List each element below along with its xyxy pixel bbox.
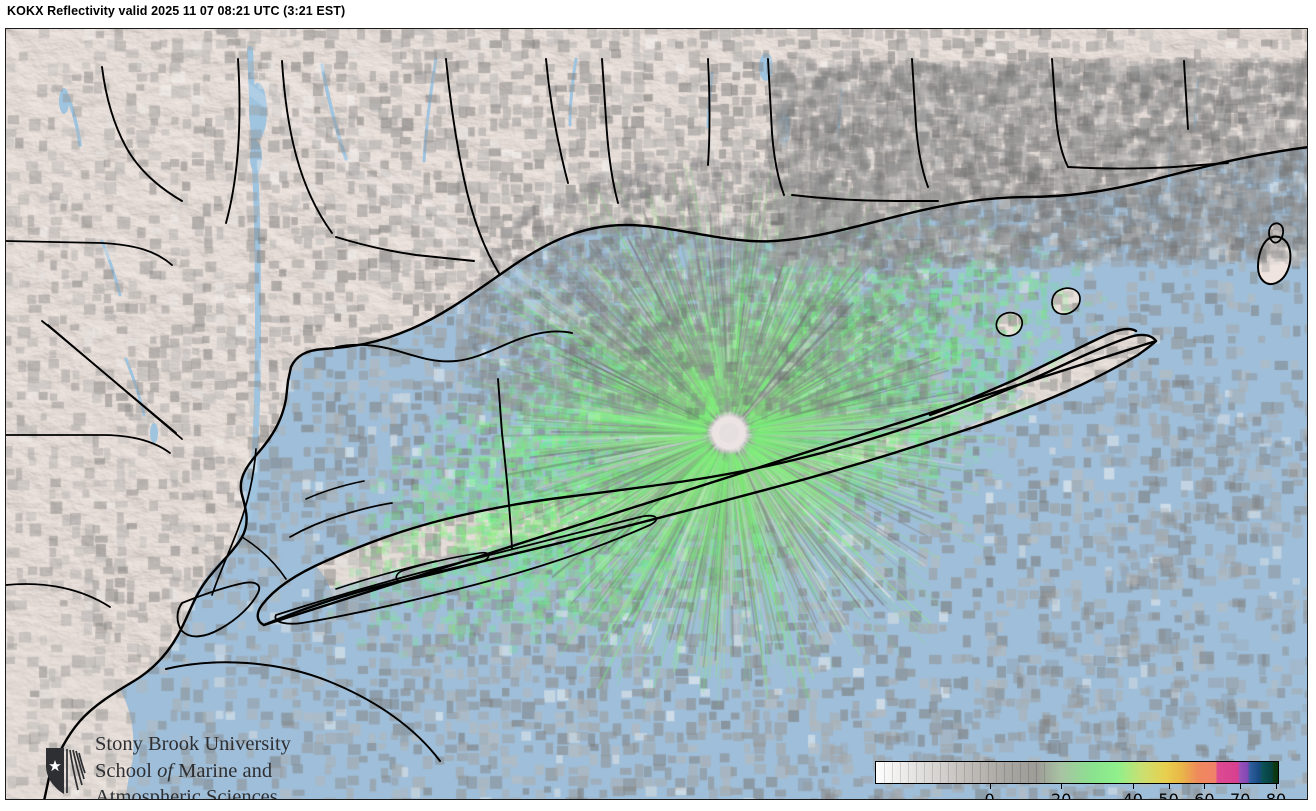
radar-echo-layer — [6, 29, 1307, 799]
boundaries-layer — [6, 29, 1307, 799]
colorbar-tick-label: 70 — [1230, 790, 1250, 799]
colorbar-tick — [1276, 784, 1277, 789]
reflectivity-colorbar: 0 20 40 50 60 70 80 — [875, 761, 1287, 799]
colorbar-tick — [1132, 784, 1134, 789]
radar-site-marker — [719, 423, 739, 443]
colorbar-tick-label: 40 — [1123, 790, 1143, 799]
colorbar-tick-label: 60 — [1194, 790, 1214, 799]
colorbar-tick-label: 0 — [985, 790, 995, 799]
radar-map-canvas[interactable]: Stony Brook University School of Marine … — [6, 29, 1307, 799]
colorbar-tick-label: 20 — [1051, 790, 1071, 799]
colorbar-tick-label: 50 — [1158, 790, 1178, 799]
colorbar-tick — [1240, 784, 1242, 789]
colorbar-ticks: 0 20 40 50 60 70 80 — [875, 784, 1286, 799]
colorbar-tick — [989, 784, 991, 789]
colorbar-tick — [1168, 784, 1170, 789]
colorbar-tick-label: 80 — [1266, 790, 1286, 799]
page-title: KOKX Reflectivity valid 2025 11 07 08:21… — [7, 4, 346, 18]
colorbar-ramp — [875, 761, 1279, 784]
radar-map-frame[interactable]: Stony Brook University School of Marine … — [5, 28, 1308, 800]
colorbar-tick — [1061, 784, 1063, 789]
colorbar-tick — [1204, 784, 1206, 789]
colorbar-gradient — [876, 762, 1278, 783]
